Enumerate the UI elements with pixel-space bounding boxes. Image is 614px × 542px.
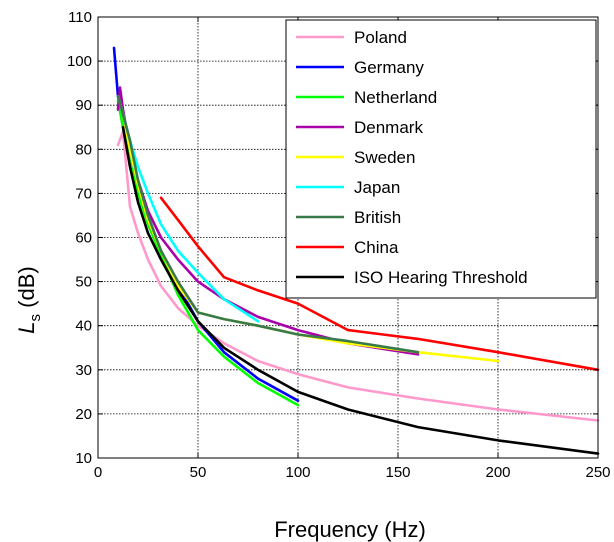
series-line-poland (116, 130, 600, 422)
series-line-germany (112, 46, 300, 403)
legend-box (285, 19, 597, 299)
legend-label-japan: Japan (354, 178, 400, 197)
legend-label-germany: Germany (354, 58, 424, 77)
y-axis-label-main: L (14, 321, 39, 333)
legend-label-british: British (354, 208, 401, 227)
legend: Poland Germany Netherland Denmark Sweden Japa… (285, 19, 597, 299)
axis-ticks: 0 50 100 150 200 250 10 20 30 40 50 60 70 80 90 100 110 (67, 9, 611, 481)
x-tick-label: 50 (190, 464, 207, 481)
y-tick-label: 50 (75, 274, 92, 291)
x-tick-label: 0 (94, 464, 102, 481)
x-tick-label: 150 (385, 464, 410, 481)
y-tick-label: 90 (75, 97, 92, 114)
x-tick-label: 100 (285, 464, 310, 481)
y-tick-label: 20 (75, 406, 92, 423)
y-tick-label: 110 (68, 9, 92, 26)
x-tick-label: 200 (485, 464, 510, 481)
y-tick-label: 70 (75, 185, 92, 202)
series-line-china (159, 196, 600, 372)
y-tick-label: 40 (75, 318, 92, 335)
legend-label-denmark: Denmark (354, 118, 423, 137)
y-tick-label: 80 (75, 141, 92, 158)
y-tick-label: 30 (75, 362, 92, 379)
series-line-iso-hearing-threshold (121, 126, 600, 455)
y-axis-label-unit: (dB) (14, 266, 39, 314)
y-axis-label-sub: s (27, 314, 44, 322)
legend-label-iso-hearing-threshold: ISO Hearing Threshold (354, 268, 528, 287)
y-tick-label: 10 (75, 450, 92, 467)
x-tick-label: 250 (585, 464, 610, 481)
y-axis-label: Ls (dB) (14, 266, 44, 333)
series-lines (112, 46, 600, 455)
y-tick-label: 60 (75, 230, 92, 247)
legend-label-poland: Poland (354, 28, 407, 47)
legend-label-china: China (354, 238, 399, 257)
legend-label-sweden: Sweden (354, 148, 415, 167)
series-line-british (116, 95, 420, 354)
legend-label-netherland: Netherland (354, 88, 437, 107)
x-axis-label: Frequency (Hz) (274, 517, 426, 542)
y-tick-label: 100 (67, 53, 92, 70)
